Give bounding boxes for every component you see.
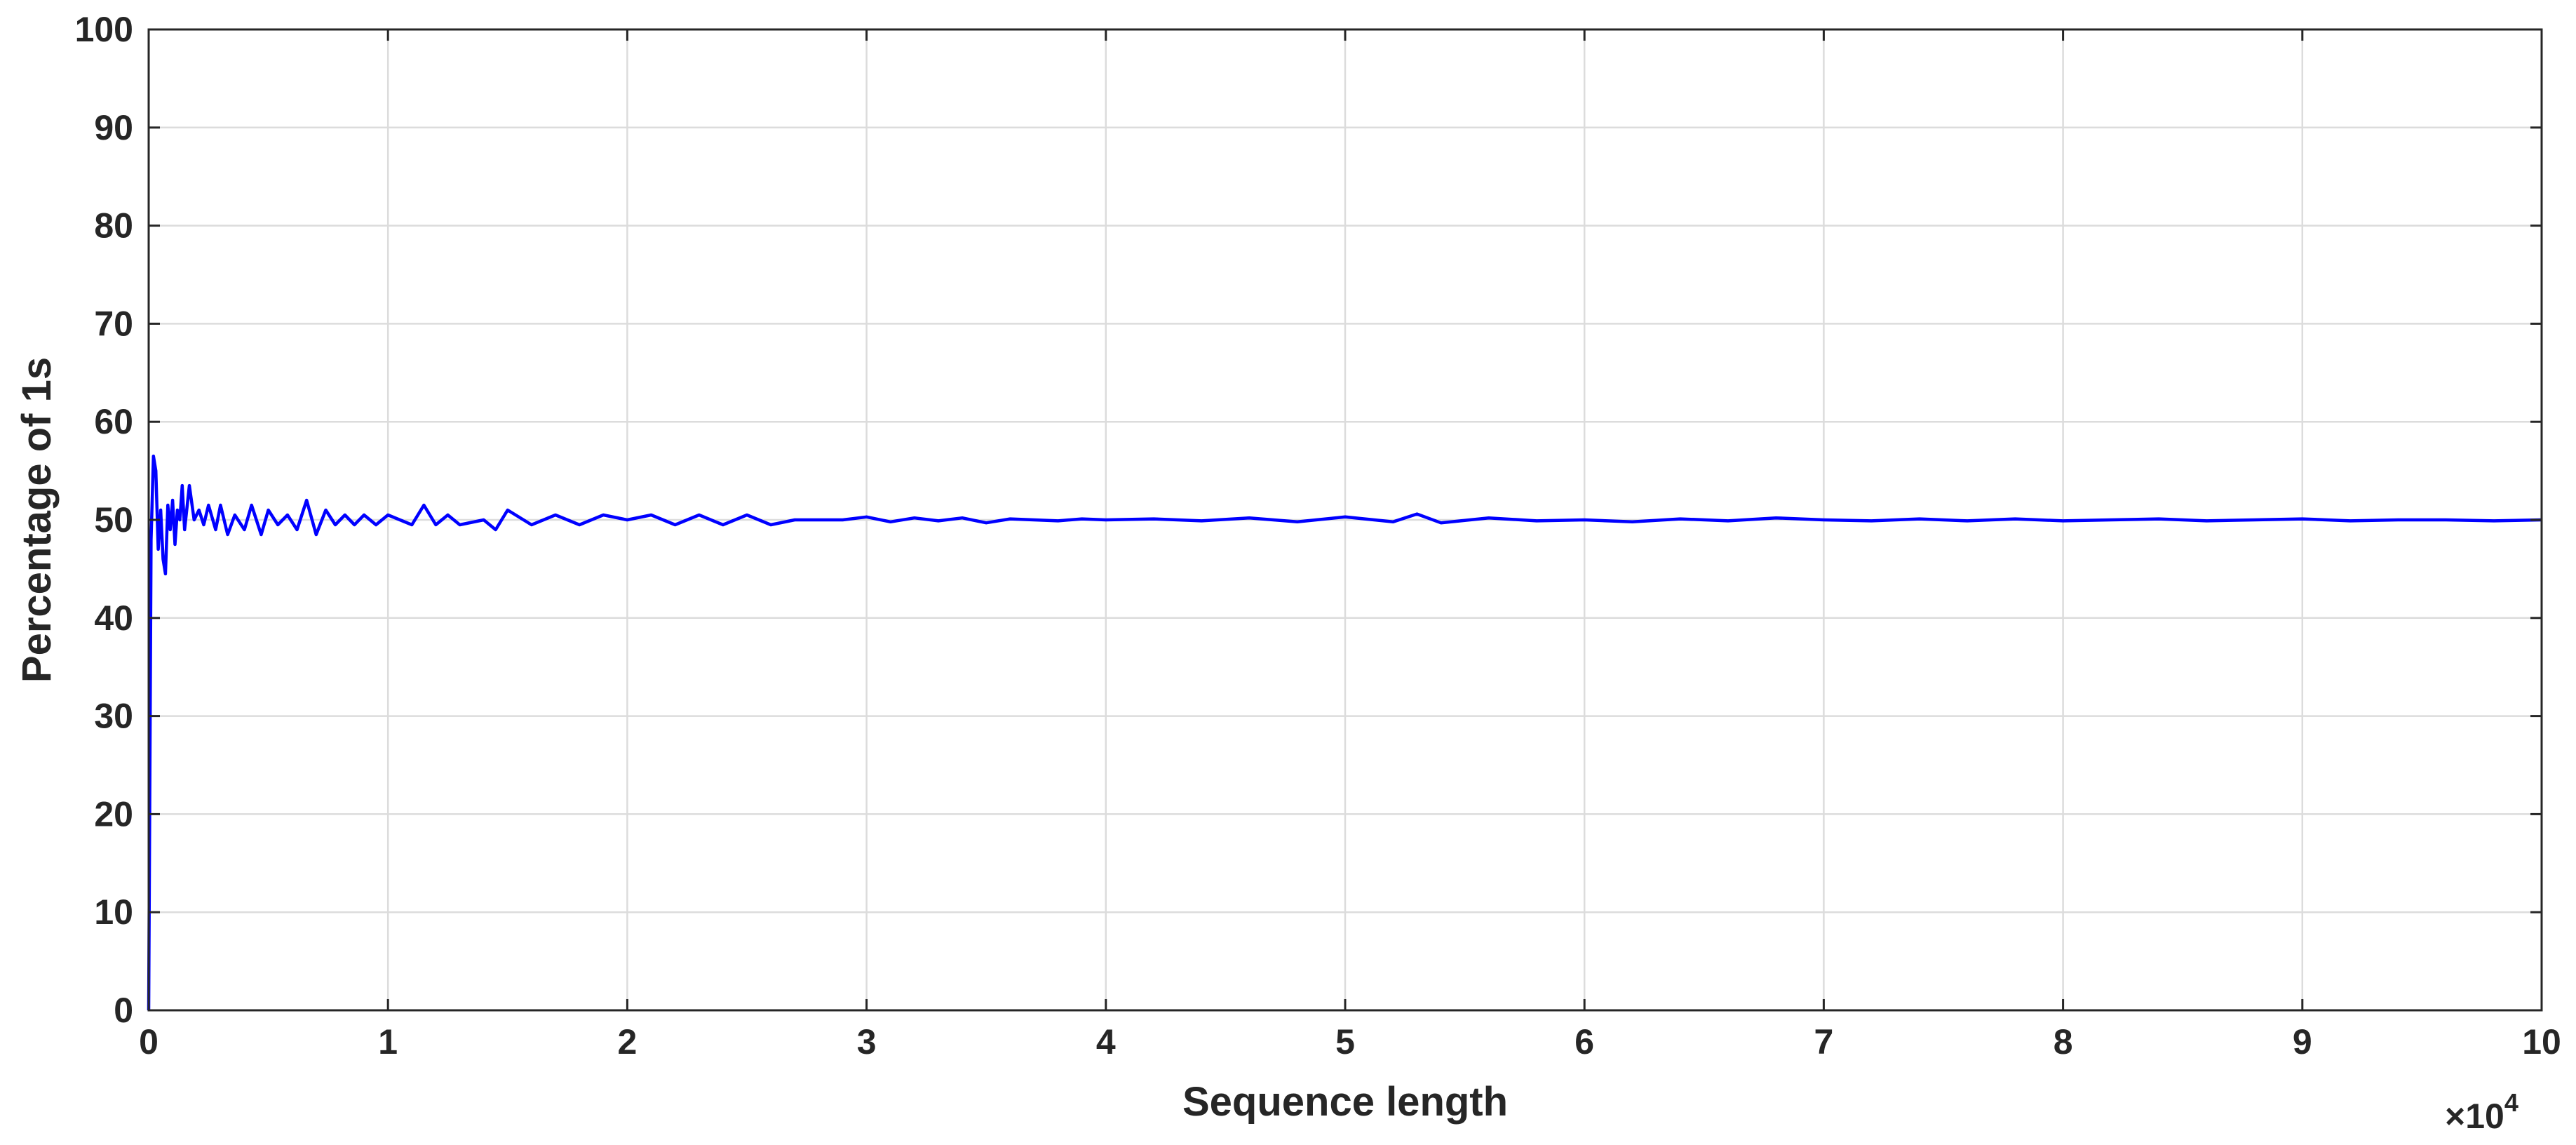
y-tick-labels: 0 10 20 30 40 50 60 70 80 90 100: [75, 10, 133, 1030]
x-tick-labels: 0 1 2 3 4 5 6 7 8 9 10: [139, 1022, 2561, 1062]
y-tick-label: 50: [94, 500, 133, 540]
tick-marks: [147, 28, 2543, 1012]
x-axis-label: Sequence length: [1182, 1079, 1508, 1125]
x-tick-label: 7: [1814, 1022, 1833, 1062]
y-tick-label: 0: [114, 991, 133, 1030]
y-tick-label: 20: [94, 794, 133, 833]
x-tick-label: 8: [2054, 1022, 2073, 1062]
y-tick-label: 30: [94, 697, 133, 736]
x-tick-label: 9: [2293, 1022, 2312, 1062]
y-tick-label: 40: [94, 598, 133, 638]
y-tick-label: 70: [94, 304, 133, 343]
x-tick-label: 5: [1335, 1022, 1355, 1062]
series-layer: [147, 454, 2542, 1011]
y-tick-label: 90: [94, 108, 133, 147]
y-tick-label: 80: [94, 206, 133, 246]
x-tick-label: 2: [617, 1022, 637, 1062]
x-tick-label: 3: [857, 1022, 877, 1062]
x-axis-multiplier: ×104: [2445, 1088, 2518, 1136]
y-tick-label: 100: [75, 10, 133, 49]
y-tick-label: 60: [94, 402, 133, 441]
x-axis-multiplier-exponent: 4: [2504, 1088, 2518, 1117]
y-axis-label: Percentage of 1s: [14, 357, 60, 683]
x-tick-label: 10: [2522, 1022, 2561, 1062]
x-axis-multiplier-base: ×10: [2445, 1097, 2504, 1136]
x-tick-label: 4: [1096, 1022, 1116, 1062]
x-tick-label: 1: [378, 1022, 398, 1062]
y-tick-label: 10: [94, 892, 133, 932]
x-tick-label: 6: [1574, 1022, 1594, 1062]
series-line: [147, 454, 2542, 1011]
x-tick-label: 0: [139, 1022, 159, 1062]
